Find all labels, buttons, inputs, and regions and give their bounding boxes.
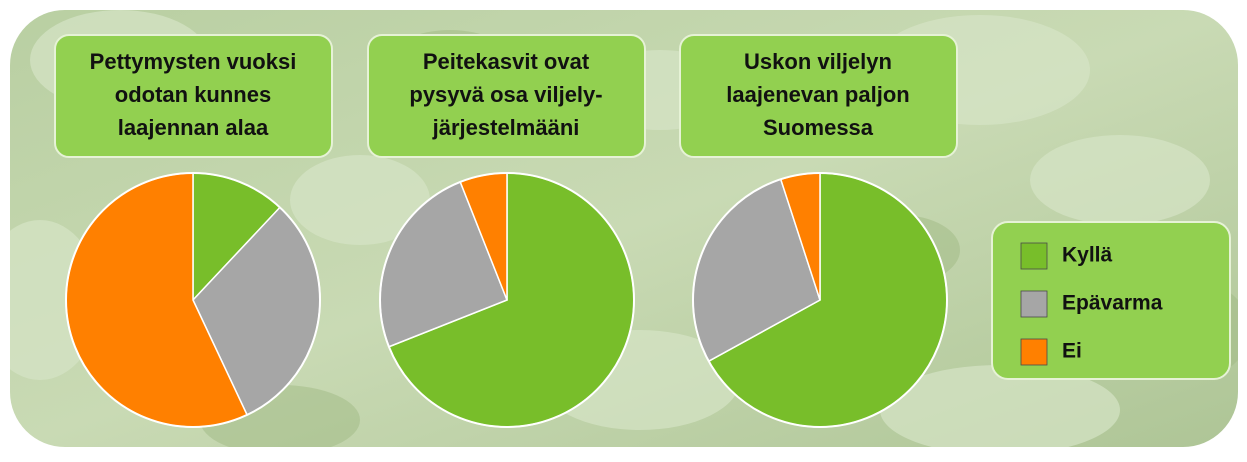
title-box [367, 34, 646, 158]
title-box [679, 34, 958, 158]
legend-swatch [1020, 242, 1048, 270]
pie-outline [65, 172, 321, 428]
pie-outline [692, 172, 948, 428]
chart-title: pysyvä osa viljely- [409, 82, 602, 107]
chart-title: laajenevan paljon [726, 82, 909, 107]
legend-label: Kyllä [1062, 244, 1113, 267]
legend-swatch [1020, 338, 1048, 366]
legend-swatch [1020, 290, 1048, 318]
chart-title: Pettymysten vuoksi [90, 49, 297, 74]
legend-label: Ei [1062, 340, 1082, 363]
pie-outline [379, 172, 635, 428]
chart-title: Peitekasvit ovat [423, 49, 590, 74]
legend-label: Epävarma [1062, 292, 1163, 315]
chart-title: Uskon viljelyn [744, 49, 892, 74]
chart-title: laajennan alaa [118, 115, 269, 140]
legend [991, 221, 1231, 380]
title-box [54, 34, 333, 158]
chart-title: odotan kunnes [115, 82, 271, 107]
chart-title: järjestelmääni [432, 115, 580, 140]
chart-title: Suomessa [763, 115, 874, 140]
